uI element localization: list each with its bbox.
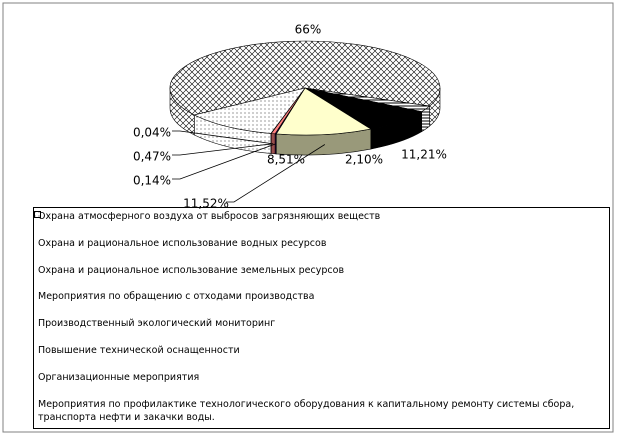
data-label: 11,21% xyxy=(401,148,447,162)
legend-label: Повышение технической оснащенности xyxy=(38,344,240,356)
leader-line xyxy=(172,143,276,180)
legend-entry: Организационные мероприятия xyxy=(34,211,605,398)
legend-label: Охрана и рациональное использование водн… xyxy=(38,237,327,249)
data-label: 66% xyxy=(295,23,322,37)
leader-line xyxy=(172,143,274,156)
legend-entry: Мероприятия по обращению с отходами прои… xyxy=(34,211,605,317)
legend-entry: Производственный экологический мониторин… xyxy=(34,211,605,344)
legend-swatch xyxy=(34,211,41,218)
data-label: 8,51% xyxy=(267,153,305,167)
data-label: 0,04% xyxy=(133,126,171,140)
data-label: 2,10% xyxy=(345,153,383,167)
legend-label: Организационные мероприятия xyxy=(38,371,200,383)
legend-label: Охрана и рациональное использование земе… xyxy=(38,264,345,276)
legend-entry: Мероприятия по профилактике технологичес… xyxy=(34,211,605,425)
legend-label: Производственный экологический мониторин… xyxy=(38,318,276,330)
data-label: 0,47% xyxy=(133,150,171,164)
legend: Охрана атмосферного воздуха от выбросов … xyxy=(33,207,610,429)
leader-line xyxy=(172,130,272,144)
leader-line xyxy=(226,144,326,203)
pie-sides xyxy=(169,87,441,156)
legend-entry: Охрана и рациональное использование земе… xyxy=(34,211,605,291)
legend-entry: Охрана атмосферного воздуха от выбросов … xyxy=(34,210,605,237)
slice xyxy=(275,87,372,136)
data-label: 0,14% xyxy=(133,174,171,188)
legend-entry: Повышение технической оснащенности xyxy=(34,211,605,371)
slice xyxy=(193,87,306,134)
slice xyxy=(169,40,441,116)
legend-label: Мероприятия по профилактике технологичес… xyxy=(38,398,575,423)
legend-label: Охрана атмосферного воздуха от выбросов … xyxy=(38,211,381,222)
legend-entry: Охрана и рациональное использование водн… xyxy=(34,211,605,264)
legend-label: Мероприятия по обращению с отходами прои… xyxy=(38,291,315,303)
